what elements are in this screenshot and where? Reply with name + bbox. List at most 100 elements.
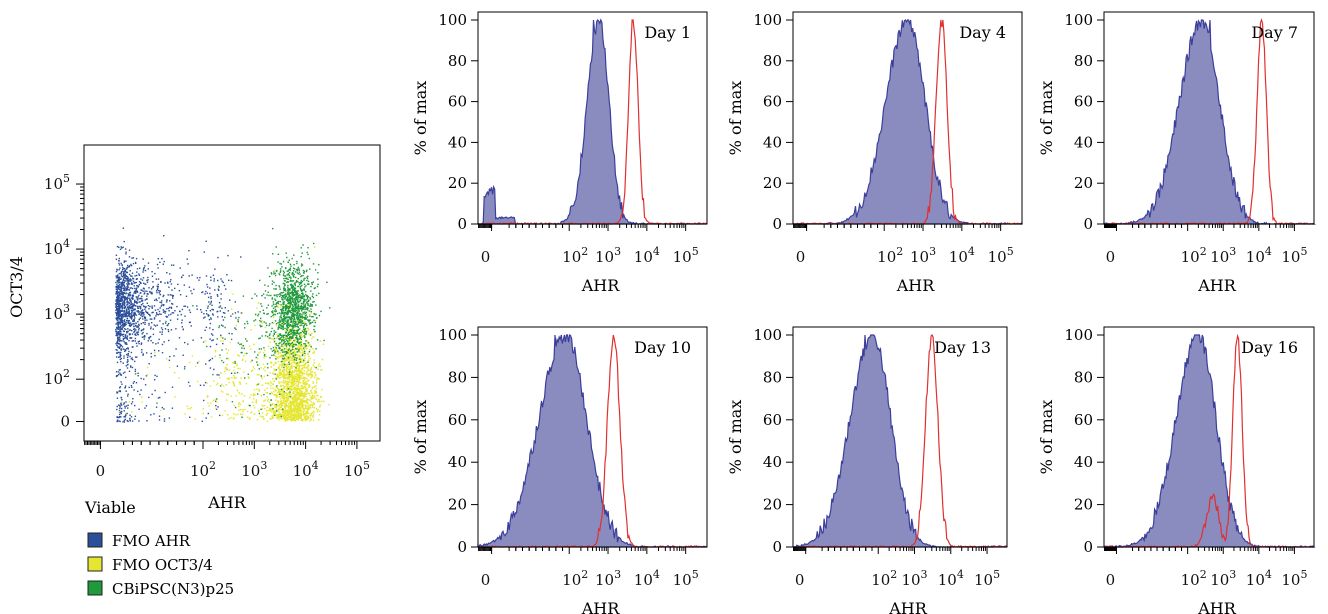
scatter-point <box>151 293 153 295</box>
scatter-point <box>292 413 294 416</box>
scatter-point <box>134 314 136 316</box>
scatter-point <box>272 383 275 385</box>
scatter-point <box>126 367 129 369</box>
scatter-point <box>304 335 307 337</box>
scatter-point <box>312 348 314 350</box>
scatter-point <box>121 308 123 310</box>
scatter-point <box>283 375 285 377</box>
scatter-point <box>277 376 280 378</box>
scatter-point <box>271 273 273 275</box>
scatter-point <box>305 367 307 369</box>
scatter-point <box>165 358 168 360</box>
scatter-point <box>124 348 126 351</box>
scatter-point <box>299 415 302 418</box>
scatter-point <box>221 280 223 282</box>
scatter-point <box>116 283 118 286</box>
scatter-point <box>296 325 298 327</box>
scatter-point <box>309 420 311 422</box>
scatter-point <box>238 405 240 408</box>
scatter-point <box>291 280 293 282</box>
scatter-point <box>159 293 162 296</box>
scatter-point <box>134 330 136 332</box>
scatter-point <box>302 360 305 362</box>
scatter-point <box>205 290 207 293</box>
scatter-point <box>303 288 305 290</box>
scatter-point <box>310 401 313 403</box>
scatter-point <box>118 420 120 422</box>
scatter-point <box>300 390 303 392</box>
scatter-point <box>289 345 292 347</box>
scatter-point <box>318 419 320 421</box>
scatter-point <box>139 317 141 319</box>
scatter-point <box>116 312 119 314</box>
scatter-point <box>209 310 212 312</box>
scatter-point <box>269 381 272 383</box>
scatter-point <box>206 396 209 398</box>
scatter-point <box>210 276 212 278</box>
scatter-point <box>123 315 125 317</box>
scatter-point <box>141 309 144 311</box>
scatter-point <box>298 364 300 367</box>
scatter-point <box>239 403 241 406</box>
scatter-point <box>215 408 218 410</box>
scatter-point <box>116 301 118 303</box>
scatter-point <box>294 416 296 418</box>
scatter-point <box>126 304 128 306</box>
scatter-point <box>131 275 133 277</box>
scatter-point <box>307 416 309 419</box>
scatter-point <box>247 376 250 378</box>
scatter-point <box>226 364 228 366</box>
scatter-point <box>136 299 139 301</box>
scatter-point <box>284 355 287 357</box>
scatter-point <box>290 336 292 338</box>
scatter-point <box>117 336 119 339</box>
scatter-point <box>301 334 303 337</box>
scatter-point <box>282 364 284 366</box>
scatter-point <box>260 321 262 323</box>
scatter-point <box>294 290 297 292</box>
scatter-point <box>256 384 258 386</box>
scatter-point <box>290 357 293 360</box>
scatter-point <box>237 321 239 323</box>
scatter-point <box>116 307 118 309</box>
scatter-point <box>308 345 310 347</box>
scatter-point <box>131 420 134 422</box>
scatter-point <box>126 315 128 317</box>
scatter-point <box>301 364 303 367</box>
scatter-point <box>130 306 132 308</box>
scatter-point <box>127 303 129 306</box>
scatter-point <box>212 274 215 276</box>
scatter-point <box>232 417 235 420</box>
scatter-point <box>301 313 303 315</box>
scatter-point <box>302 387 304 389</box>
scatter-point <box>117 371 120 373</box>
scatter-point <box>281 351 284 353</box>
scatter-point <box>263 349 266 352</box>
scatter-point <box>274 373 276 375</box>
scatter-point <box>294 408 296 410</box>
scatter-point <box>137 372 139 374</box>
scatter-point <box>123 419 126 422</box>
scatter-point <box>224 326 226 329</box>
scatter-point <box>158 350 160 352</box>
scatter-point <box>301 387 303 390</box>
scatter-point <box>301 368 303 370</box>
scatter-point <box>277 306 279 308</box>
scatter-point <box>303 379 305 382</box>
scatter-point <box>116 269 118 271</box>
scatter-point <box>118 283 121 286</box>
scatter-point <box>119 272 122 275</box>
scatter-point <box>283 398 286 401</box>
scatter-point <box>151 318 153 320</box>
scatter-point <box>124 385 127 387</box>
scatter-point <box>219 414 221 417</box>
scatter-point <box>207 314 209 316</box>
scatter-point <box>174 396 176 398</box>
scatter-point <box>126 330 128 333</box>
scatter-point <box>154 325 157 327</box>
scatter-point <box>297 347 299 349</box>
scatter-point <box>286 321 288 323</box>
scatter-point <box>225 366 227 369</box>
scatter-point <box>309 334 312 336</box>
scatter-point <box>298 355 300 357</box>
